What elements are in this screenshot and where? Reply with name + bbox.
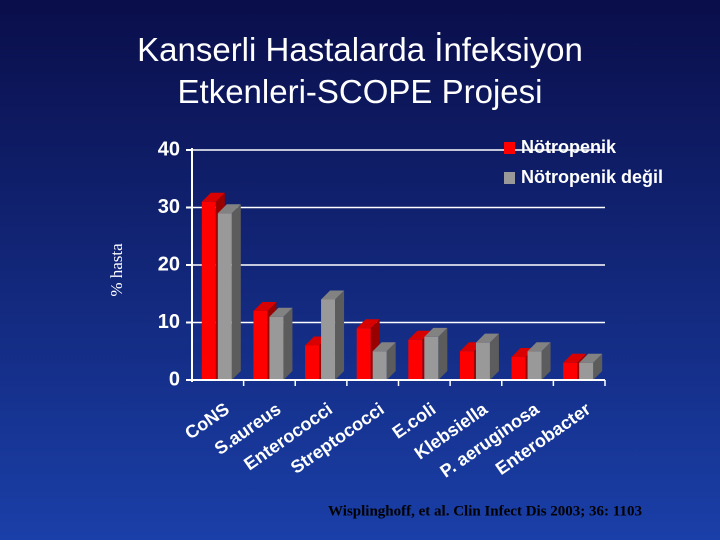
legend-swatch bbox=[504, 172, 515, 184]
bar-side bbox=[541, 342, 551, 380]
bar bbox=[424, 327, 448, 380]
bar-side bbox=[489, 333, 499, 380]
bar-top bbox=[424, 327, 448, 337]
bar-front bbox=[321, 299, 336, 380]
y-tick-label: 20 bbox=[158, 253, 180, 275]
bar-top bbox=[321, 290, 345, 300]
y-tick-label: 0 bbox=[169, 368, 180, 390]
bar-top bbox=[563, 353, 587, 363]
bar-side bbox=[231, 204, 241, 380]
bar-front bbox=[579, 362, 594, 380]
y-tick-label: 40 bbox=[158, 138, 180, 160]
bar-front bbox=[563, 362, 578, 380]
source-note: Wisplinghoff, et al. Clin Infect Dis 200… bbox=[328, 503, 642, 519]
bar-top bbox=[253, 302, 277, 311]
y-tick-label: 10 bbox=[158, 311, 180, 333]
bar-front bbox=[201, 201, 216, 380]
bar-top bbox=[269, 307, 293, 317]
bar-top bbox=[356, 319, 380, 329]
bar-front bbox=[372, 351, 387, 380]
bar-side bbox=[335, 290, 345, 380]
bar bbox=[321, 290, 345, 380]
bar bbox=[527, 342, 551, 380]
bar-front bbox=[217, 213, 232, 380]
chart-title: Kanserli Hastalarda İnfeksiyon Etkenleri-… bbox=[137, 31, 583, 110]
y-tick-label: 30 bbox=[158, 196, 180, 218]
bar-front bbox=[269, 316, 284, 380]
bar-front bbox=[475, 342, 490, 380]
legend-label: Nötropenik bbox=[521, 137, 617, 157]
bar-front bbox=[356, 328, 371, 380]
bar-front bbox=[459, 351, 474, 380]
bar-top bbox=[201, 192, 225, 202]
bar bbox=[217, 204, 241, 380]
legend-label: Nötropenik değil bbox=[521, 167, 663, 187]
bar bbox=[579, 353, 603, 380]
bar-top bbox=[372, 342, 396, 352]
bar-top bbox=[217, 204, 241, 214]
bar-top bbox=[408, 330, 432, 340]
bar-top bbox=[475, 333, 499, 343]
bar-side bbox=[438, 327, 448, 380]
bar-side bbox=[593, 353, 603, 380]
bar-front bbox=[408, 339, 423, 380]
bar bbox=[269, 307, 293, 380]
y-axis-label: % hasta bbox=[107, 243, 126, 297]
bar-side bbox=[283, 307, 293, 380]
bar-side bbox=[386, 342, 396, 380]
bar-top bbox=[579, 353, 603, 363]
bar-top bbox=[527, 342, 551, 352]
bar bbox=[475, 333, 499, 380]
bar bbox=[372, 342, 396, 380]
legend-swatch bbox=[504, 142, 515, 154]
bar-front bbox=[527, 351, 542, 380]
bar-front bbox=[305, 345, 320, 380]
bar-front bbox=[424, 336, 439, 380]
bar-front bbox=[253, 311, 268, 380]
bar-front bbox=[511, 357, 526, 380]
